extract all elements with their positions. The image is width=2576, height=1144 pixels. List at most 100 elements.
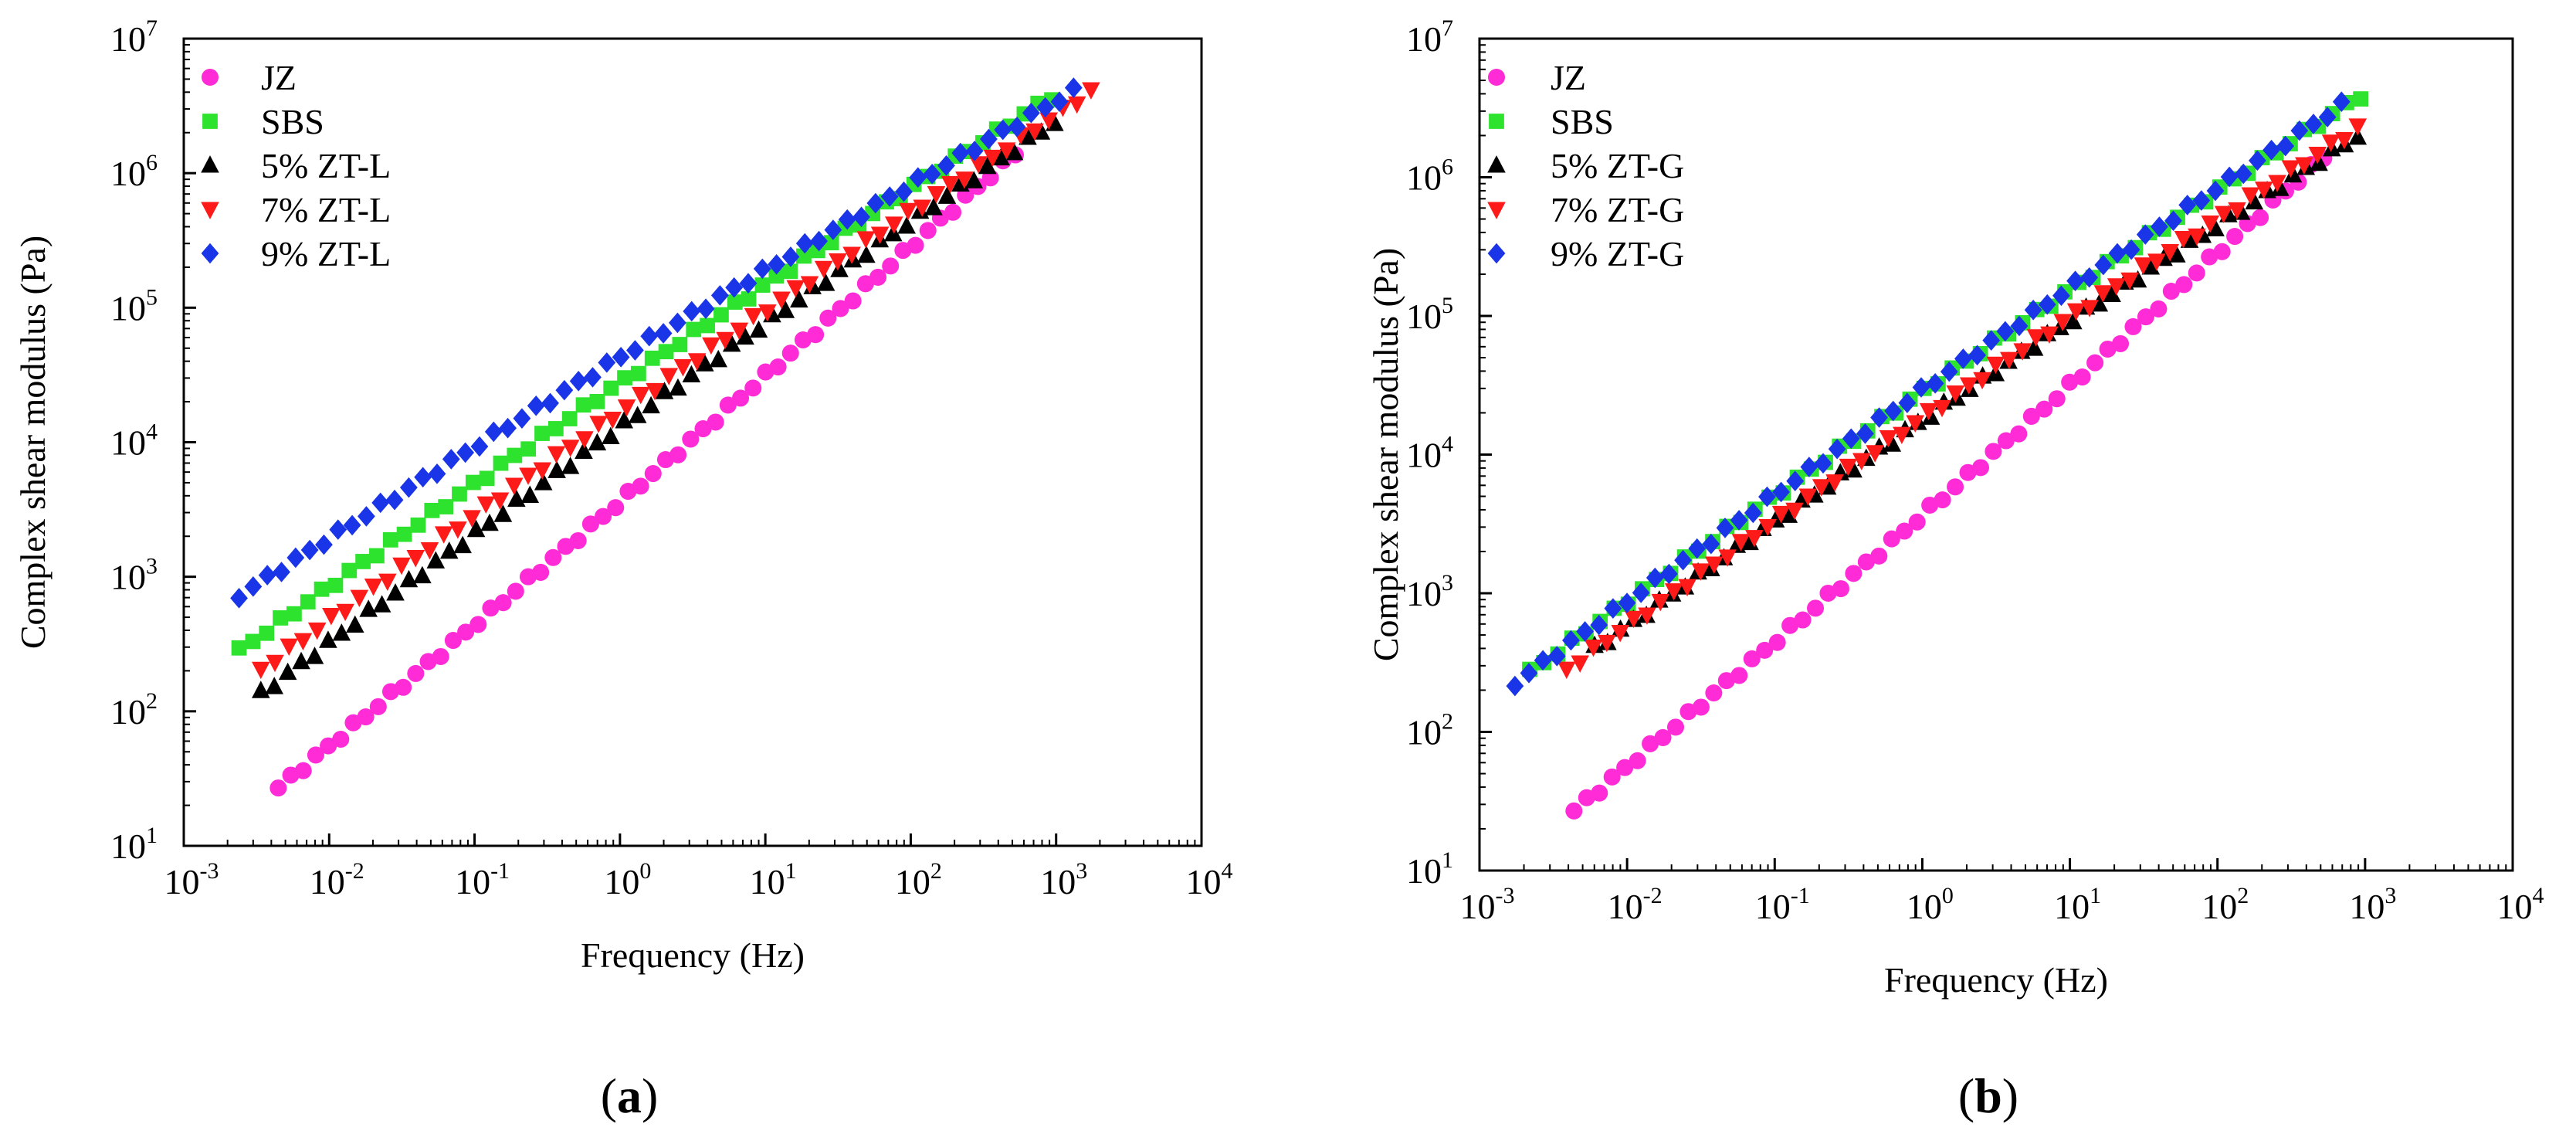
data-point [602,426,620,444]
data-point [913,199,932,217]
data-point [2353,91,2369,107]
data-point [824,219,842,240]
data-point [286,547,305,569]
y-tick-label: 103 [1406,570,1453,613]
data-point [1565,802,1583,820]
data-point [722,334,741,352]
data-point [1839,458,1858,477]
data-point [293,633,313,651]
data-point [2201,215,2220,233]
data-point [727,294,743,310]
data-point [819,309,837,327]
legend-marker [201,243,219,264]
data-point [469,616,487,633]
data-point [1506,675,1524,697]
data-point [1771,505,1791,524]
data-point [632,386,650,405]
data-point [1705,684,1723,702]
data-point [479,470,495,487]
data-point [1064,77,1083,98]
data-point [937,186,957,204]
data-point [305,647,324,664]
legend-marker [201,68,219,87]
data-point [919,222,937,239]
data-point [493,504,513,522]
data-point [2124,317,2142,335]
data-point [1794,611,1812,629]
data-point [844,292,862,310]
data-point [626,340,644,361]
legend-label: SBS [1551,102,1614,141]
data-point [965,141,984,161]
data-point [753,258,771,280]
data-point [1743,650,1761,667]
data-point [1996,321,2015,342]
data-point [776,300,795,318]
legend: JZ SBS 5% ZT-G 7% ZT-G 9% ZT-G [1487,58,1684,273]
data-point [1893,426,1911,445]
data-point [399,477,418,498]
data-point [810,230,828,252]
data-point [1919,402,1938,421]
data-point [345,615,364,633]
data-point [452,486,467,502]
data-point [2150,300,2168,317]
data-point [1781,616,1799,634]
data-point [944,203,962,221]
data-point [655,382,674,399]
data-point [493,455,509,471]
data-point [955,171,974,189]
data-point [428,463,446,484]
data-point [1718,549,1737,567]
axis-ticks [1478,37,2514,872]
data-point [983,149,1002,168]
data-point [395,678,412,696]
data-point [1022,102,1040,124]
data-point [716,331,734,350]
data-point [744,307,763,326]
x-tick-label: 102 [2201,883,2249,926]
data-point [2000,351,2018,370]
data-point [2304,114,2323,134]
y-tick-label: 105 [1406,293,1453,336]
data-point [329,519,347,540]
data-point [2024,299,2042,321]
data-point [2206,180,2225,202]
y-axis-label: Complex shear modulus (Pa) [1366,248,1405,661]
data-point [1025,123,1044,141]
data-point [800,276,819,294]
data-point [2035,400,2053,418]
data-point [505,477,524,495]
data-point [2188,228,2206,246]
panel-label: (b) [1958,1068,2018,1123]
legend-label: 9% ZT-L [261,234,391,273]
data-point [513,408,531,429]
data-point [2321,134,2340,152]
data-point [2281,160,2300,178]
data-point [231,640,247,656]
data-point [2206,219,2225,236]
data-point [694,420,712,438]
data-point [544,548,562,566]
data-point [1534,650,1552,671]
y-tick-label: 107 [1406,15,1453,59]
data-point [2026,329,2046,347]
data-point [654,323,673,344]
data-point [2220,166,2239,188]
data-point [782,263,798,280]
data-point [2073,368,2091,386]
data-point [327,577,344,593]
data-point [789,290,808,308]
data-point [1744,502,1762,524]
data-point [1884,400,1903,422]
data-point [1845,565,1863,582]
data-point [682,430,700,448]
data-point [1857,553,1875,571]
data-point [870,226,890,244]
data-point [1624,610,1643,629]
data-point [2013,343,2032,361]
data-point [259,625,275,641]
legend-label: 5% ZT-L [261,146,391,185]
data-point [749,320,768,338]
data-point [923,163,941,185]
